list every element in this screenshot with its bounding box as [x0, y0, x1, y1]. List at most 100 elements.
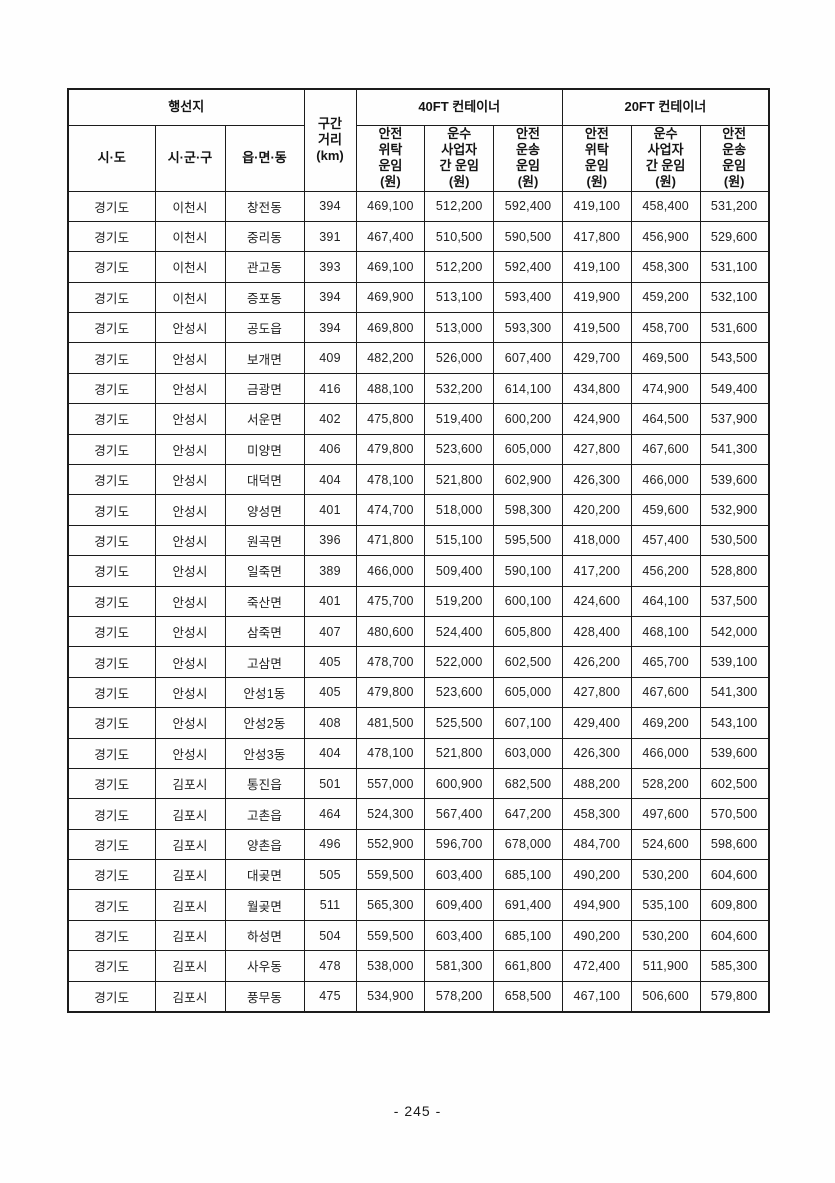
cell-sigungu: 안성시: [154, 524, 226, 557]
cell-eupmyeondong: 관고동: [224, 251, 305, 283]
cell-ft20-safe-consign-fare: 472,400: [561, 950, 632, 982]
cell-ft20-safe-consign-fare: 428,400: [561, 615, 632, 648]
cell-sigungu: 김포시: [154, 950, 226, 982]
cell-eupmyeondong: 통진읍: [224, 767, 305, 800]
cell-sigungu: 이천시: [154, 251, 226, 283]
cell-distance-km: 511: [303, 889, 357, 921]
cell-distance-km: 391: [303, 220, 357, 253]
cell-ft20-safe-transport-fare: 604,600: [699, 919, 770, 952]
cell-ft40-safe-consign-fare: 469,100: [355, 251, 426, 283]
cell-eupmyeondong: 대덕면: [224, 464, 305, 496]
cell-ft20-safe-consign-fare: 427,800: [561, 676, 632, 709]
cell-sido: 경기도: [67, 433, 156, 466]
table-row: 경기도 안성시 일죽면 389 466,000 509,400 590,100 417,200…: [67, 555, 770, 587]
table-row: 경기도 김포시 풍무동 475 534,900 578,200 658,500 467,100…: [67, 980, 770, 1013]
cell-ft40-carrier-fare: 526,000: [424, 342, 495, 374]
cell-ft20-safe-transport-fare: 602,500: [699, 767, 770, 800]
cell-ft20-carrier-fare: 456,900: [630, 220, 701, 253]
cell-ft20-safe-transport-fare: 609,800: [699, 889, 770, 921]
cell-ft20-carrier-fare: 456,200: [630, 555, 701, 587]
cell-ft40-safe-consign-fare: 475,700: [355, 585, 426, 617]
cell-ft20-carrier-fare: 457,400: [630, 524, 701, 557]
cell-ft40-safe-transport-fare: 592,400: [493, 190, 563, 222]
cell-ft40-carrier-fare: 523,600: [424, 676, 495, 709]
cell-ft20-carrier-fare: 524,600: [630, 828, 701, 861]
cell-ft40-safe-transport-fare: 614,100: [493, 372, 563, 405]
cell-eupmyeondong: 원곡면: [224, 524, 305, 557]
cell-ft20-carrier-fare: 466,000: [630, 464, 701, 496]
cell-ft20-safe-consign-fare: 419,900: [561, 281, 632, 314]
cell-sigungu: 안성시: [154, 707, 226, 739]
cell-ft40-safe-transport-fare: 605,000: [493, 676, 563, 709]
cell-ft40-safe-transport-fare: 590,100: [493, 555, 563, 587]
cell-ft40-safe-transport-fare: 607,100: [493, 707, 563, 739]
cell-ft40-carrier-fare: 509,400: [424, 555, 495, 587]
cell-ft20-safe-consign-fare: 488,200: [561, 767, 632, 800]
table-row: 경기도 안성시 안성3동 404 478,100 521,800 603,000 426,30…: [67, 737, 770, 769]
cell-ft20-carrier-fare: 459,200: [630, 281, 701, 314]
cell-distance-km: 478: [303, 950, 357, 982]
cell-sido: 경기도: [67, 676, 156, 709]
table-row: 경기도 이천시 증포동 394 469,900 513,100 593,400 419,900…: [67, 281, 770, 314]
cell-ft40-safe-transport-fare: 600,200: [493, 403, 563, 435]
table-row: 경기도 이천시 중리동 391 467,400 510,500 590,500 417,800…: [67, 220, 770, 253]
cell-sido: 경기도: [67, 403, 156, 435]
cell-sido: 경기도: [67, 251, 156, 283]
cell-ft40-carrier-fare: 581,300: [424, 950, 495, 982]
header-eupmyeondong: 읍·면·동: [224, 124, 305, 192]
cell-sigungu: 김포시: [154, 889, 226, 921]
cell-sigungu: 안성시: [154, 615, 226, 648]
cell-ft20-safe-consign-fare: 490,200: [561, 859, 632, 891]
cell-ft40-safe-transport-fare: 661,800: [493, 950, 563, 982]
container-fare-table: 행선지 구간 거리 (km) 40FT 컨테이너 20FT 컨테이너 시·도 시…: [67, 88, 770, 1013]
cell-distance-km: 464: [303, 798, 357, 830]
cell-sigungu: 이천시: [154, 220, 226, 253]
cell-ft40-safe-consign-fare: 479,800: [355, 676, 426, 709]
cell-distance-km: 475: [303, 980, 357, 1013]
cell-ft20-carrier-fare: 497,600: [630, 798, 701, 830]
table-body: 경기도 이천시 창전동 394 469,100 512,200 592,400 419,100…: [67, 190, 770, 1013]
cell-sigungu: 안성시: [154, 585, 226, 617]
cell-ft40-safe-consign-fare: 469,100: [355, 190, 426, 222]
cell-sigungu: 김포시: [154, 767, 226, 800]
cell-sigungu: 김포시: [154, 919, 226, 952]
cell-sido: 경기도: [67, 220, 156, 253]
cell-distance-km: 405: [303, 676, 357, 709]
cell-ft20-safe-consign-fare: 419,100: [561, 251, 632, 283]
table-row: 경기도 김포시 대곶면 505 559,500 603,400 685,100 490,200…: [67, 859, 770, 891]
cell-distance-km: 405: [303, 646, 357, 678]
cell-ft40-safe-transport-fare: 605,000: [493, 433, 563, 466]
cell-ft40-safe-transport-fare: 658,500: [493, 980, 563, 1013]
cell-eupmyeondong: 사우동: [224, 950, 305, 982]
cell-ft40-safe-consign-fare: 565,300: [355, 889, 426, 921]
cell-ft20-safe-transport-fare: 585,300: [699, 950, 770, 982]
cell-ft20-safe-transport-fare: 529,600: [699, 220, 770, 253]
cell-ft20-safe-transport-fare: 537,500: [699, 585, 770, 617]
cell-sido: 경기도: [67, 646, 156, 678]
cell-ft20-safe-consign-fare: 424,900: [561, 403, 632, 435]
header-40ft-safe-transport: 안전 운송 운임 (원): [493, 124, 563, 192]
cell-distance-km: 404: [303, 464, 357, 496]
cell-ft40-safe-consign-fare: 469,800: [355, 312, 426, 344]
cell-ft40-carrier-fare: 515,100: [424, 524, 495, 557]
cell-sido: 경기도: [67, 494, 156, 526]
header-group-row: 행선지 구간 거리 (km) 40FT 컨테이너 20FT 컨테이너: [67, 88, 770, 192]
cell-ft40-safe-transport-fare: 593,400: [493, 281, 563, 314]
cell-sigungu: 안성시: [154, 494, 226, 526]
cell-ft40-safe-consign-fare: 557,000: [355, 767, 426, 800]
cell-ft20-safe-consign-fare: 419,500: [561, 312, 632, 344]
table-header: 행선지 구간 거리 (km) 40FT 컨테이너 20FT 컨테이너 시·도 시…: [67, 88, 770, 192]
table-row: 경기도 안성시 원곡면 396 471,800 515,100 595,500 418,000…: [67, 524, 770, 557]
cell-ft20-safe-transport-fare: 543,100: [699, 707, 770, 739]
cell-ft40-carrier-fare: 525,500: [424, 707, 495, 739]
cell-sido: 경기도: [67, 919, 156, 952]
header-40ft-safe-consign: 안전 위탁 운임 (원): [355, 124, 426, 192]
cell-ft20-safe-consign-fare: 426,300: [561, 464, 632, 496]
cell-ft20-safe-transport-fare: 604,600: [699, 859, 770, 891]
cell-ft20-carrier-fare: 469,200: [630, 707, 701, 739]
cell-sigungu: 안성시: [154, 372, 226, 405]
cell-distance-km: 505: [303, 859, 357, 891]
cell-sido: 경기도: [67, 859, 156, 891]
cell-ft20-carrier-fare: 530,200: [630, 859, 701, 891]
